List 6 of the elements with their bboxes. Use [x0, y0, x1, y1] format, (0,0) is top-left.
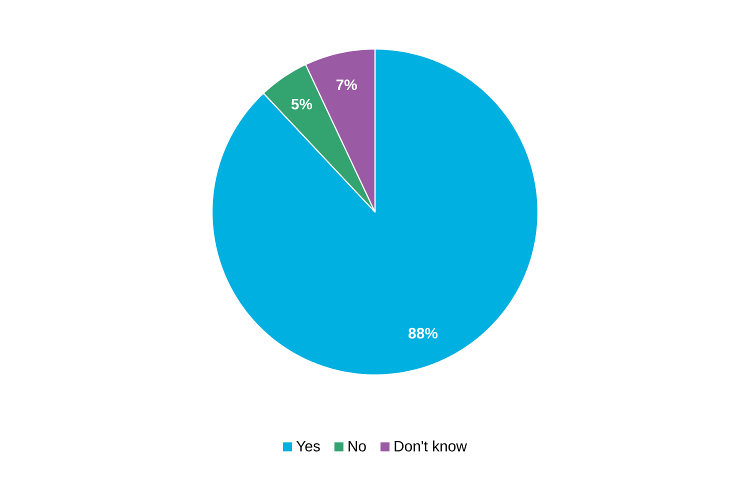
legend-label: Don't know [394, 440, 467, 452]
data-label: 88% [408, 328, 438, 339]
data-label: 7% [336, 79, 357, 90]
legend-label: Yes [296, 441, 320, 452]
legend-label: No [348, 441, 366, 452]
data-label: 5% [291, 98, 312, 110]
